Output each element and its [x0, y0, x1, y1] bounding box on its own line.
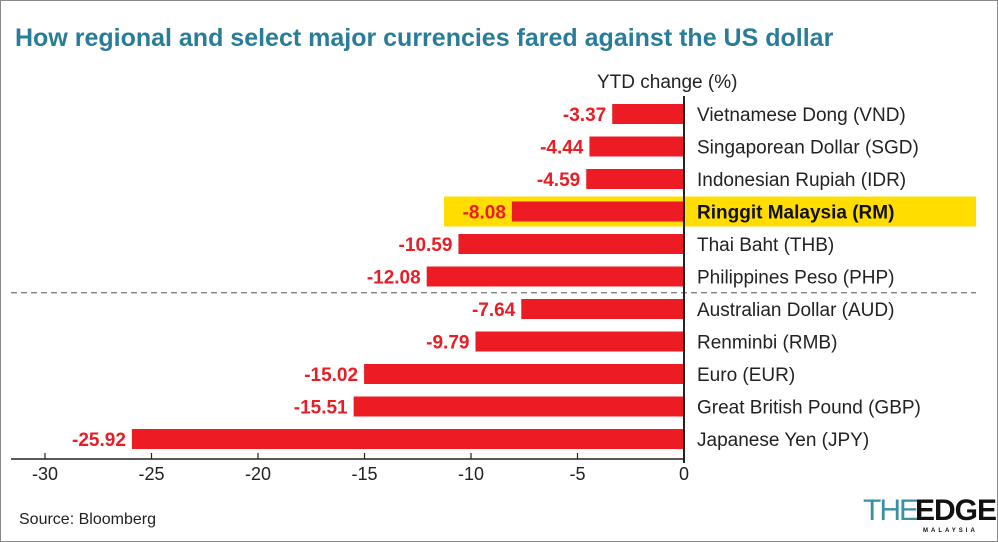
- value-label-8: -15.02: [304, 365, 358, 386]
- bar-4: [458, 234, 684, 254]
- category-label-5: Philippines Peso (PHP): [697, 268, 894, 289]
- x-tick-label-5: -5: [569, 464, 585, 484]
- bar-2: [586, 169, 684, 189]
- value-label-10: -25.92: [72, 430, 126, 451]
- value-label-9: -15.51: [294, 398, 348, 419]
- source-note: Source: Bloomberg: [19, 511, 156, 528]
- chart-title: How regional and select major currencies…: [15, 24, 834, 52]
- bar-6: [521, 299, 684, 319]
- value-label-1: -4.44: [540, 138, 584, 159]
- value-label-6: -7.64: [472, 300, 516, 321]
- the-edge-logo: THE EDGE MALAYSIA: [863, 494, 997, 534]
- logo-edge: EDGE: [915, 494, 996, 527]
- bar-9: [353, 396, 684, 417]
- value-label-3: -8.08: [463, 203, 506, 224]
- value-label-7: -9.79: [426, 333, 469, 354]
- x-tick-label-2: -20: [245, 464, 271, 484]
- value-label-0: -3.37: [563, 105, 606, 126]
- x-tick-label-6: 0: [679, 464, 689, 484]
- logo-the: THE: [863, 494, 918, 527]
- axis-label: YTD change (%): [597, 72, 737, 93]
- bar-1: [589, 136, 684, 157]
- x-tick-label-4: -10: [458, 464, 484, 484]
- bar-8: [364, 364, 684, 384]
- logo-malaysia: MALAYSIA: [923, 528, 978, 534]
- bar-5: [426, 266, 684, 287]
- category-label-6: Australian Dollar (AUD): [697, 300, 894, 321]
- x-tick-label-1: -25: [138, 464, 164, 484]
- bar-3: [511, 201, 684, 222]
- bar-10: [131, 429, 685, 449]
- x-tick-label-3: -15: [351, 464, 377, 484]
- category-label-2: Indonesian Rupiah (IDR): [697, 170, 906, 191]
- bar-7: [475, 331, 684, 352]
- category-label-0: Vietnamese Dong (VND): [697, 105, 906, 126]
- category-label-4: Thai Baht (THB): [697, 235, 834, 256]
- category-label-1: Singaporean Dollar (SGD): [697, 138, 919, 159]
- x-tick-label-0: -30: [32, 464, 58, 484]
- category-label-8: Euro (EUR): [697, 365, 795, 386]
- value-label-2: -4.59: [537, 170, 580, 191]
- category-label-9: Great British Pound (GBP): [697, 398, 921, 419]
- value-label-5: -12.08: [367, 268, 421, 289]
- value-label-4: -10.59: [399, 235, 453, 256]
- category-label-7: Renminbi (RMB): [697, 333, 837, 354]
- category-label-3: Ringgit Malaysia (RM): [697, 203, 894, 224]
- category-label-10: Japanese Yen (JPY): [697, 430, 869, 451]
- bar-0: [612, 104, 684, 124]
